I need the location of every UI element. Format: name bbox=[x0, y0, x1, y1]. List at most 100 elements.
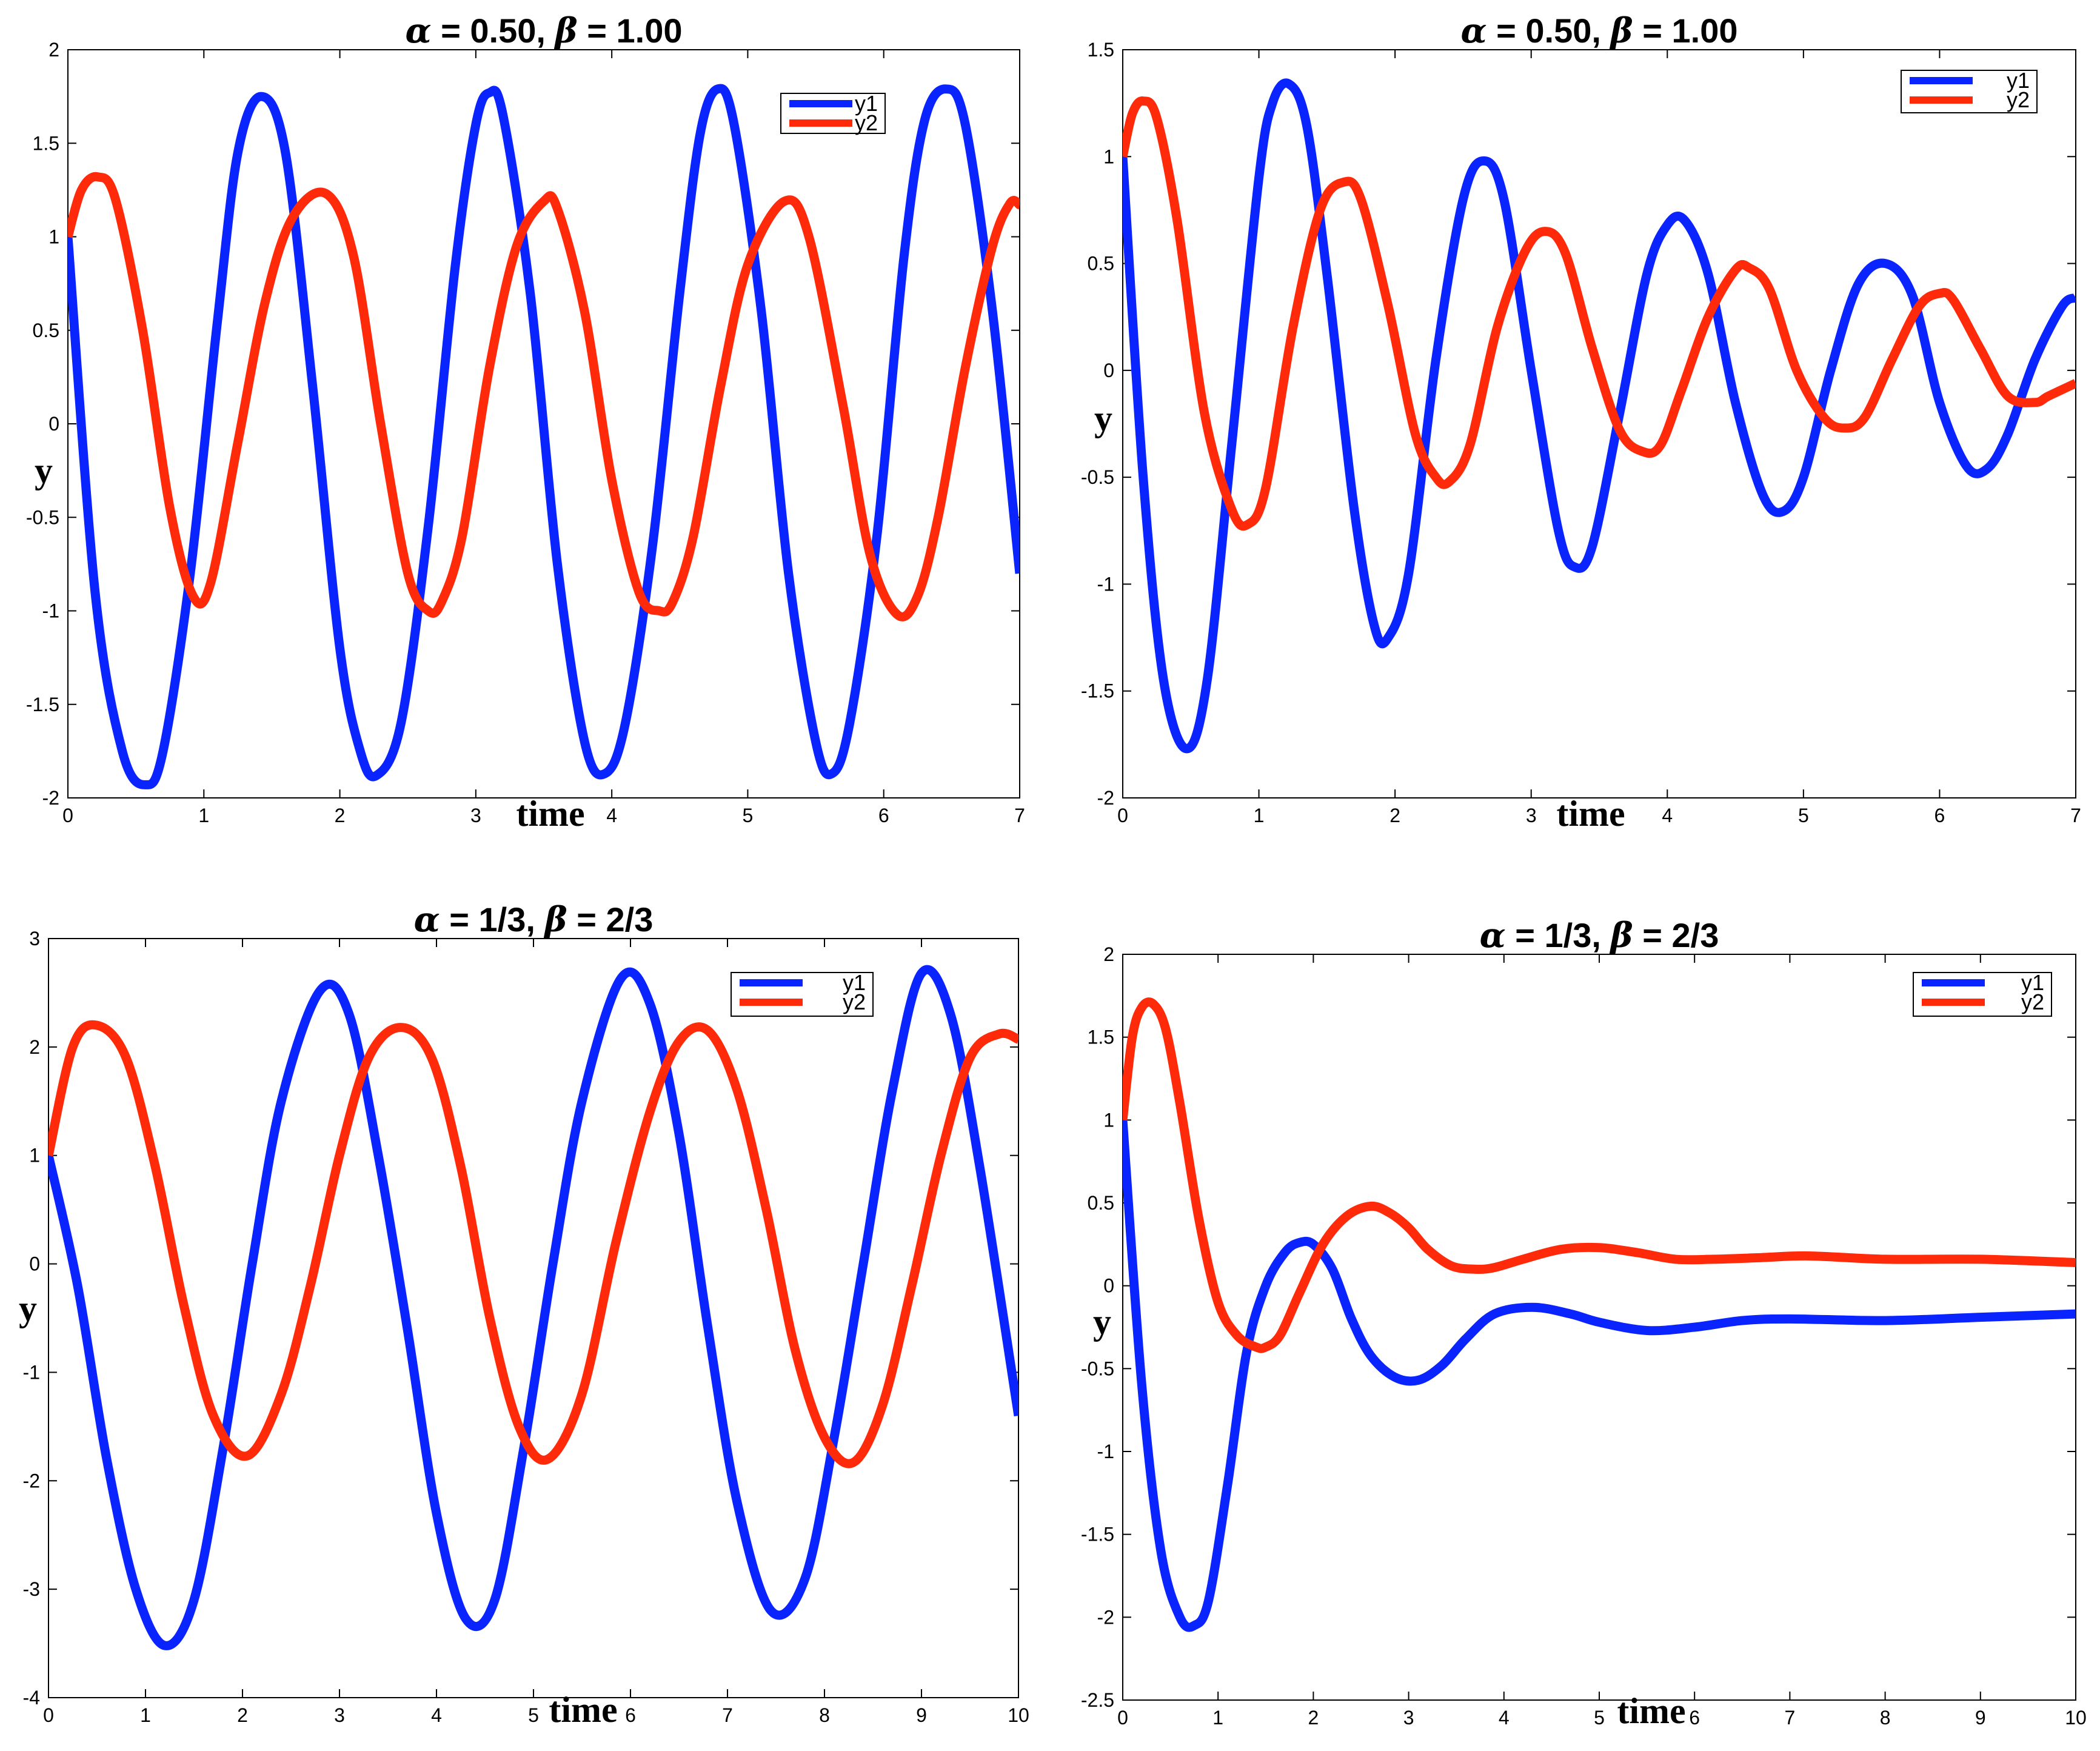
x-tick-label: 1 bbox=[1212, 1707, 1223, 1729]
x-tick-label: 0 bbox=[43, 1704, 54, 1726]
chart-panel-2: 0 1 2 3 4 5 6 7 -2 -1.5 -1 -0.5 0 0.5 1 1.5 α = 0.50, β … bbox=[1081, 11, 2081, 834]
chart-title-part: = 2/3 bbox=[1633, 916, 1719, 954]
chart-title-part: α bbox=[1460, 11, 1486, 51]
y-tick-label: -1.5 bbox=[26, 694, 59, 715]
x-tick-label: 0 bbox=[1117, 805, 1128, 826]
y-tick-label: 0 bbox=[29, 1253, 40, 1275]
y-tick-label: 0.5 bbox=[33, 320, 59, 341]
y-tick-label: -1.5 bbox=[1081, 680, 1114, 702]
y-axis-label: y bbox=[35, 450, 53, 490]
series-line-y2 bbox=[48, 1020, 1018, 1468]
y-tick-label: 2 bbox=[48, 39, 59, 61]
chart-title-part: α bbox=[1480, 916, 1506, 956]
series-line-y1 bbox=[48, 965, 1018, 1650]
plot-frame bbox=[1122, 954, 2076, 1701]
y-tick-label: -2 bbox=[23, 1470, 40, 1492]
x-tick-label: 1 bbox=[1254, 805, 1265, 826]
y-tick-label: 2 bbox=[1103, 943, 1114, 965]
y-tick-label: -0.5 bbox=[26, 506, 59, 528]
chart-title-part: = 0.50, bbox=[432, 12, 555, 50]
chart-title: α = 1/3, β = 2/3 bbox=[1480, 916, 1719, 956]
y-tick-label: -1.5 bbox=[1081, 1524, 1114, 1545]
y-tick-label: -0.5 bbox=[1081, 466, 1114, 488]
x-axis-label: time bbox=[549, 1690, 617, 1730]
x-tick-label: 10 bbox=[1008, 1704, 1029, 1726]
series-line-y1 bbox=[68, 84, 1020, 789]
series-line-y2 bbox=[68, 172, 1020, 621]
chart-panel-4: 0 1 2 3 4 5 6 7 8 9 10 -2.5 -2 -1.5 -1 -0.5 0 0.5 1 1.5 2 α =… bbox=[1081, 916, 2087, 1731]
y-axis-label: y bbox=[1093, 1302, 1111, 1342]
y-tick-label: 1.5 bbox=[1088, 39, 1114, 61]
y-tick-label: 0 bbox=[48, 413, 59, 435]
legend-label: y1 bbox=[843, 970, 866, 995]
chart-title-part: = 2/3 bbox=[567, 900, 654, 939]
x-tick-label: 7 bbox=[1014, 805, 1025, 826]
x-tick-label: 2 bbox=[1389, 805, 1400, 826]
x-tick-label: 8 bbox=[819, 1704, 830, 1726]
chart-title-part: α bbox=[405, 11, 431, 51]
chart-title: α = 0.50, β = 1.00 bbox=[405, 11, 682, 51]
x-tick-label: 2 bbox=[1308, 1707, 1319, 1729]
x-tick-label: 6 bbox=[878, 805, 889, 826]
y-tick-label: -4 bbox=[23, 1687, 40, 1709]
series-line-y1 bbox=[1123, 1119, 2076, 1632]
x-tick-label: 9 bbox=[916, 1704, 927, 1726]
y-tick-label: -1 bbox=[42, 600, 59, 622]
x-tick-label: 0 bbox=[62, 805, 73, 826]
chart-title-part: = 1.00 bbox=[1633, 12, 1738, 50]
y-tick-label: -2 bbox=[1097, 787, 1114, 809]
x-tick-label: 7 bbox=[1785, 1707, 1796, 1729]
x-axis-label: time bbox=[1556, 794, 1625, 834]
legend-label: y2 bbox=[855, 110, 878, 135]
y-tick-label: -2 bbox=[1097, 1606, 1114, 1628]
x-tick-label: 7 bbox=[2070, 805, 2081, 826]
chart-title-part: α bbox=[414, 900, 440, 940]
chart-title-part: = 0.50, bbox=[1487, 12, 1611, 50]
y-axis-label: y bbox=[19, 1288, 37, 1328]
x-tick-label: 3 bbox=[334, 1704, 345, 1726]
x-tick-label: 6 bbox=[1689, 1707, 1700, 1729]
x-tick-label: 7 bbox=[722, 1704, 733, 1726]
x-tick-label: 1 bbox=[140, 1704, 151, 1726]
y-tick-label: 1 bbox=[29, 1145, 40, 1167]
plot-frame bbox=[1122, 49, 2076, 798]
x-tick-label: 1 bbox=[198, 805, 209, 826]
x-tick-label: 0 bbox=[1117, 1707, 1128, 1729]
legend-label: y2 bbox=[2007, 87, 2030, 112]
y-tick-label: 0 bbox=[1103, 360, 1114, 381]
x-tick-label: 4 bbox=[1499, 1707, 1510, 1729]
x-axis-label: time bbox=[516, 794, 584, 834]
y-tick-label: 0 bbox=[1103, 1275, 1114, 1297]
legend-label: y2 bbox=[843, 989, 866, 1014]
chart-panel-1: 0 1 2 3 4 5 6 7 -2 -1.5 -1 -0.5 0 0.5 1 1.5 2 α = 0.50, β… bbox=[26, 11, 1025, 834]
x-tick-label: 4 bbox=[1662, 805, 1673, 826]
x-tick-label: 5 bbox=[1594, 1707, 1605, 1729]
x-tick-label: 3 bbox=[1403, 1707, 1414, 1729]
chart-title-part: β bbox=[554, 11, 578, 51]
chart-title: α = 0.50, β = 1.00 bbox=[1460, 11, 1737, 51]
y-axis-label: y bbox=[1094, 398, 1112, 438]
y-tick-label: 1 bbox=[48, 226, 59, 248]
y-tick-label: -1 bbox=[23, 1361, 40, 1383]
x-axis-label: time bbox=[1617, 1691, 1685, 1731]
y-tick-label: 3 bbox=[29, 928, 40, 949]
chart-title-part: β bbox=[544, 900, 567, 940]
series-line-y1 bbox=[1123, 78, 2076, 754]
x-tick-label: 6 bbox=[1934, 805, 1945, 826]
y-tick-label: 1 bbox=[1103, 1109, 1114, 1131]
x-tick-label: 2 bbox=[237, 1704, 248, 1726]
y-tick-label: -1 bbox=[1097, 573, 1114, 595]
y-tick-label: -1 bbox=[1097, 1441, 1114, 1462]
chart-title-part: β bbox=[1610, 11, 1633, 51]
x-tick-label: 4 bbox=[606, 805, 617, 826]
y-tick-label: 1 bbox=[1103, 146, 1114, 167]
x-tick-label: 2 bbox=[335, 805, 346, 826]
y-tick-label: -0.5 bbox=[1081, 1358, 1114, 1379]
x-tick-label: 5 bbox=[1798, 805, 1809, 826]
chart-title-part: = 1.00 bbox=[578, 12, 683, 50]
y-tick-label: -3 bbox=[23, 1578, 40, 1600]
